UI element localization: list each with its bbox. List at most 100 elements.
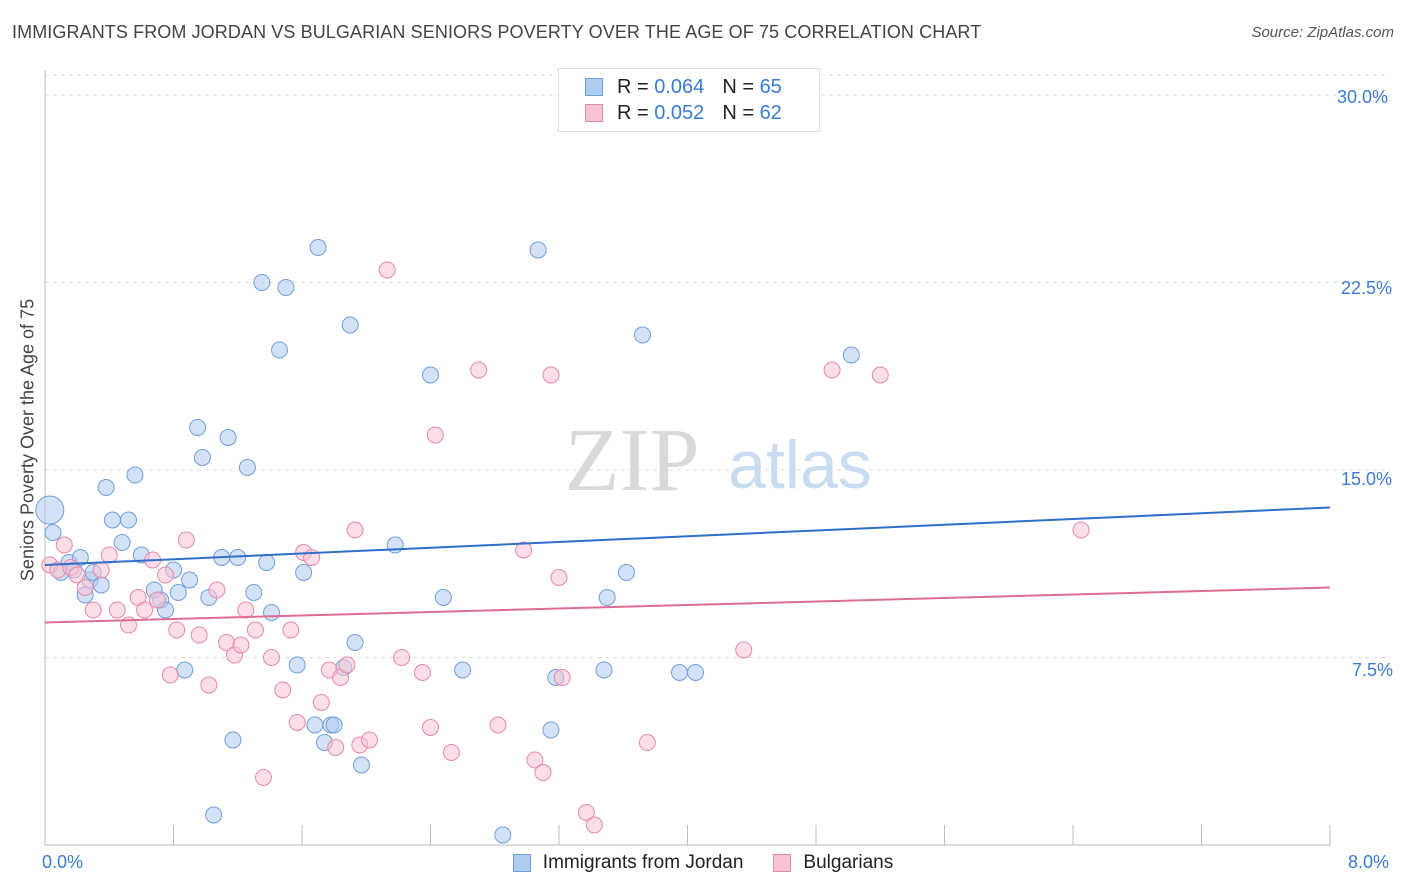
- point-bulgarian: [177, 531, 195, 549]
- point-jordan: [271, 341, 289, 359]
- point-jordan: [262, 604, 280, 621]
- point-jordan: [842, 346, 860, 364]
- point-jordan: [422, 366, 439, 384]
- point-bulgarian: [735, 641, 753, 659]
- point-bulgarian: [76, 579, 94, 596]
- point-jordan: [352, 756, 370, 774]
- point-bulgarian: [84, 601, 102, 619]
- point-jordan: [277, 279, 295, 296]
- point-bulgarian: [378, 261, 396, 279]
- point-bulgarian: [168, 621, 186, 639]
- legend-r-value: 0.052: [654, 101, 705, 124]
- point-jordan: [189, 419, 207, 436]
- point-bulgarian: [553, 669, 571, 686]
- y-tick-30: 30.0%: [1337, 87, 1389, 107]
- legend-item-jordan: Immigrants from Jordan: [512, 852, 744, 874]
- y-axis-label: Seniors Poverty Over the Age of 75: [17, 298, 38, 582]
- point-jordan: [687, 664, 705, 681]
- point-bulgarian: [262, 649, 280, 666]
- point-jordan: [181, 571, 199, 589]
- point-bulgarian: [413, 664, 431, 681]
- point-bulgarian: [442, 744, 460, 761]
- legend-n-label: N =: [722, 75, 754, 98]
- point-bulgarian: [208, 581, 226, 599]
- point-bulgarian: [274, 681, 292, 699]
- point-jordan: [126, 466, 144, 484]
- point-bulgarian: [232, 636, 250, 654]
- point-jordan: [35, 495, 65, 525]
- legend-n-value: 65: [759, 75, 782, 98]
- point-bulgarian: [489, 716, 507, 734]
- series-legend: Immigrants from Jordan Bulgarians: [0, 852, 1406, 874]
- point-bulgarian: [68, 566, 86, 584]
- point-bulgarian: [246, 621, 264, 639]
- legend-swatch-jordan: [512, 854, 531, 872]
- point-bulgarian: [100, 546, 118, 564]
- point-jordan: [169, 584, 187, 601]
- legend-r-label: R =: [617, 101, 649, 124]
- point-jordan: [238, 459, 256, 476]
- point-jordan: [434, 589, 452, 606]
- point-jordan: [617, 564, 635, 581]
- point-bulgarian: [346, 521, 364, 539]
- point-bulgarian: [136, 601, 154, 619]
- point-bulgarian: [254, 769, 272, 786]
- series-bulgarian-points: [41, 261, 1090, 834]
- watermark-zip: ZIP: [565, 411, 700, 510]
- point-bulgarian: [55, 536, 73, 554]
- point-jordan: [454, 661, 472, 679]
- point-jordan: [341, 316, 359, 334]
- point-jordan: [253, 274, 271, 291]
- axes: [44, 70, 1331, 846]
- point-bulgarian: [550, 569, 568, 586]
- legend-label-bulgarian: Bulgarians: [803, 852, 894, 873]
- y-tick-22-5: 22.5%: [1341, 278, 1393, 298]
- point-jordan: [245, 584, 263, 601]
- point-bulgarian: [585, 816, 603, 834]
- point-jordan: [113, 534, 131, 551]
- point-bulgarian: [426, 426, 444, 444]
- point-jordan: [295, 564, 313, 581]
- chart-title: IMMIGRANTS FROM JORDAN VS BULGARIAN SENI…: [12, 22, 982, 42]
- point-bulgarian: [200, 676, 218, 694]
- point-bulgarian: [288, 714, 306, 731]
- point-jordan: [97, 479, 115, 496]
- point-bulgarian: [638, 734, 656, 751]
- point-bulgarian: [282, 621, 300, 639]
- point-bulgarian: [422, 719, 439, 736]
- point-bulgarian: [393, 649, 411, 666]
- legend-label-jordan: Immigrants from Jordan: [542, 852, 744, 873]
- point-bulgarian: [108, 601, 126, 619]
- point-jordan: [595, 661, 613, 679]
- point-jordan: [193, 449, 211, 466]
- legend-n-label: N =: [722, 101, 754, 124]
- point-bulgarian: [526, 751, 544, 769]
- watermark: ZIP atlas: [565, 411, 872, 510]
- point-jordan: [529, 241, 547, 259]
- point-jordan: [288, 656, 306, 674]
- point-jordan: [670, 664, 688, 681]
- point-bulgarian: [338, 656, 356, 674]
- grid-lines: [45, 74, 1390, 658]
- point-jordan: [103, 511, 121, 529]
- y-tick-7-5: 7.5%: [1352, 660, 1394, 680]
- point-bulgarian: [577, 804, 595, 821]
- correlation-legend: R = 0.064 N = 65 R = 0.052 N = 62: [558, 68, 820, 132]
- point-jordan: [44, 524, 62, 541]
- point-jordan: [258, 554, 276, 571]
- point-jordan: [219, 429, 237, 446]
- point-bulgarian: [871, 366, 889, 384]
- point-jordan: [325, 716, 343, 734]
- point-bulgarian: [823, 361, 841, 379]
- point-bulgarian: [190, 626, 208, 644]
- x-tick-max: 8.0%: [1348, 852, 1390, 872]
- point-jordan: [309, 239, 327, 256]
- legend-row-bulgarian: R = 0.052 N = 62: [585, 101, 782, 125]
- point-bulgarian: [542, 366, 560, 384]
- point-bulgarian: [515, 541, 533, 559]
- trend-line-bulgarian: [44, 586, 1331, 624]
- point-jordan: [205, 806, 223, 824]
- point-jordan: [120, 511, 138, 529]
- legend-item-bulgarian: Bulgarians: [773, 852, 893, 874]
